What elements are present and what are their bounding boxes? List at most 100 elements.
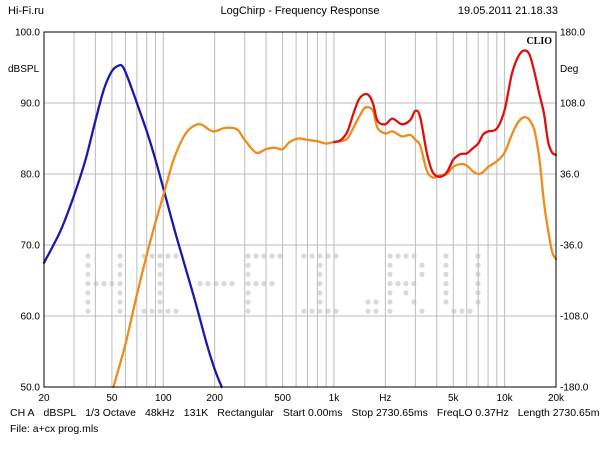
watermark-dot	[451, 308, 457, 314]
watermark-dot	[419, 308, 425, 314]
watermark-dot	[85, 308, 91, 314]
watermark-dot	[403, 253, 409, 259]
x-tick-label: 200	[206, 393, 223, 404]
y2-tick-label: 180.0	[560, 28, 585, 39]
plot-background	[44, 32, 556, 387]
plot-frame	[43, 31, 557, 388]
watermark-dot	[443, 299, 449, 305]
footer-setting: Length 2730.65ms	[517, 407, 600, 419]
watermark-dot	[301, 308, 307, 314]
watermark-dot	[117, 308, 123, 314]
series-layer	[42, 49, 558, 389]
axis-labels: 50.0 60.0 70.0 80.0 90.0 100.0 -180.0 -108.0 -36…	[8, 28, 589, 405]
watermark-dot	[443, 290, 449, 296]
watermark-dot	[387, 281, 393, 287]
series-line-3	[332, 49, 558, 178]
watermark-dot	[269, 281, 275, 287]
watermark-dot	[317, 299, 323, 305]
watermark-dot	[309, 253, 315, 259]
watermark-dot	[387, 290, 393, 296]
x-tick-label: 50	[106, 393, 118, 404]
watermark-dot	[387, 308, 393, 314]
watermark-dot	[85, 299, 91, 305]
watermark-dot	[325, 253, 331, 259]
watermark-dot	[173, 308, 179, 314]
watermark-dot	[387, 271, 393, 277]
watermark-dot	[117, 290, 123, 296]
watermark-dot	[157, 262, 163, 268]
watermark-dot	[269, 253, 275, 259]
grid	[44, 32, 556, 387]
watermark-dot	[149, 253, 155, 259]
y-tick-label: 50.0	[21, 383, 41, 394]
watermark-dot	[229, 281, 235, 287]
y2-axis-label: Deg	[560, 64, 578, 75]
watermark-dot	[245, 281, 251, 287]
y2-tick-label: -180.0	[560, 383, 589, 394]
header-timestamp: 19.05.2011 21.18.33	[457, 5, 558, 17]
watermark-dot	[173, 253, 179, 259]
watermark-dot	[117, 299, 123, 305]
watermark-dot	[443, 253, 449, 259]
watermark-dot	[253, 281, 259, 287]
watermark-dot	[333, 308, 339, 314]
watermark-dot	[387, 253, 393, 259]
watermark-dot	[117, 281, 123, 287]
watermark-dot	[261, 281, 267, 287]
watermark-dot	[245, 262, 251, 268]
header-site-name: Hi-Fi.ru	[8, 5, 45, 17]
watermark-dot	[467, 308, 473, 314]
watermark-dot	[157, 253, 163, 259]
x-tick-label: 5k	[448, 393, 460, 404]
watermark-dot	[85, 271, 91, 277]
watermark-dot	[149, 308, 155, 314]
y2-tick-label: -108.0	[560, 312, 589, 323]
watermark-dot	[85, 290, 91, 296]
y-axis-label: dBSPL	[8, 64, 40, 75]
watermark-dot	[333, 253, 339, 259]
watermark-dot	[245, 290, 251, 296]
x-unit-label: Hz	[379, 393, 391, 404]
watermark-dot	[365, 308, 371, 314]
watermark-dot	[395, 253, 401, 259]
watermark-dot	[419, 271, 425, 277]
footer-setting: 48kHz	[145, 407, 175, 419]
x-tick-label: 100	[155, 393, 172, 404]
watermark-dot	[317, 271, 323, 277]
footer-setting: CH A	[10, 407, 35, 419]
watermark-dot	[365, 299, 371, 305]
watermark-dot	[157, 308, 163, 314]
watermark-dot	[373, 308, 379, 314]
footer-setting: Start 0.00ms	[282, 407, 343, 419]
footer-setting: dBSPL	[43, 407, 77, 419]
watermark-dot	[85, 281, 91, 287]
footer-file: File: a+cx prog.mls	[10, 423, 99, 435]
watermark-dot	[317, 262, 323, 268]
footer-settings: CH A dBSPL 1/3 Octave 48kHz 131K Rectangular S…	[10, 407, 600, 419]
series-line-1	[42, 63, 223, 389]
watermark-dot	[277, 253, 283, 259]
y-tick-label: 70.0	[21, 241, 41, 252]
watermark-dot	[165, 308, 171, 314]
watermark-dot	[141, 308, 147, 314]
x-tick-label: 1k	[329, 393, 341, 404]
x-tick-label: 20k	[548, 393, 565, 404]
watermark-dot	[387, 262, 393, 268]
footer-setting: Rectangular	[217, 407, 274, 419]
watermark-dot	[117, 253, 123, 259]
watermark-dot	[157, 290, 163, 296]
watermark-dot	[157, 281, 163, 287]
y-tick-label: 90.0	[21, 99, 41, 110]
watermark-dot	[165, 253, 171, 259]
series-line-2	[112, 105, 558, 389]
footer-setting: 131K	[183, 407, 209, 419]
watermark-dot	[325, 308, 331, 314]
watermark-dot	[253, 253, 259, 259]
footer-setting: Stop 2730.65ms	[351, 407, 428, 419]
watermark-dot	[261, 253, 267, 259]
watermark-dot	[387, 299, 393, 305]
watermark-dot	[403, 290, 409, 296]
y2-tick-label: 108.0	[560, 99, 585, 110]
watermark-dot	[85, 262, 91, 268]
watermark-dot	[443, 271, 449, 277]
